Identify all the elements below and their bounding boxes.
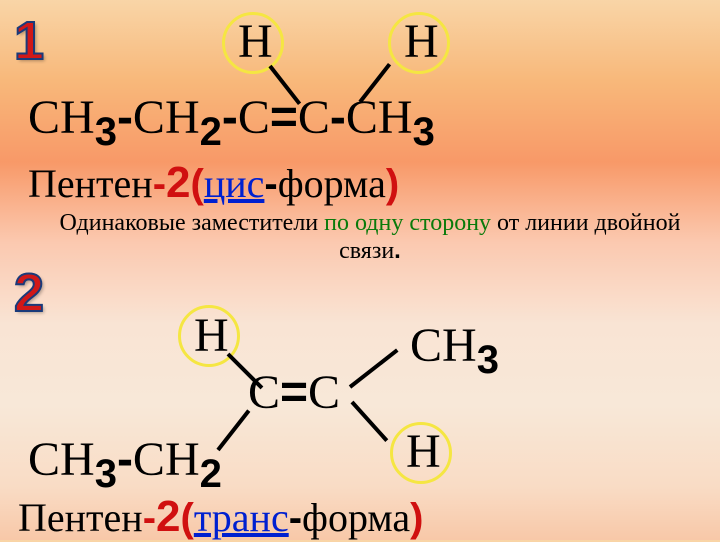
f1-ch3a-c: СН <box>28 91 95 144</box>
ch3-2-tr: СН3 <box>410 318 499 373</box>
marker-1: 1 <box>14 10 44 72</box>
f1-cright: С <box>298 91 330 144</box>
h-atom-2-tl: Н <box>194 308 229 363</box>
formula-1: СН3-СН2-С=С-СН3 <box>28 90 435 145</box>
cap1-popen: ( <box>191 162 204 206</box>
f1-eq: = <box>270 91 298 144</box>
f2-eq: = <box>280 366 308 419</box>
marker-2: 2 <box>14 262 44 324</box>
f1-dash3: - <box>330 91 346 144</box>
cap1-forma: форма <box>278 161 386 206</box>
cap2-pclose: ) <box>410 496 423 540</box>
f1-sub2: 2 <box>200 110 222 154</box>
h-atom-1-left: Н <box>238 14 273 69</box>
f1-sub3a: 3 <box>95 110 117 154</box>
f1-sub3b: 3 <box>413 110 435 154</box>
f2-ch3bl-c: СН <box>28 433 95 486</box>
f1-dash2: - <box>222 91 238 144</box>
f2-dash: - <box>117 433 133 486</box>
sub-green: по одну сторону <box>324 210 491 236</box>
cap2-penten: Пентен <box>18 495 143 540</box>
sub-period: . <box>394 237 401 264</box>
caption-1: Пентен-2(цис-форма) <box>28 158 399 208</box>
cap2-popen: ( <box>181 496 194 540</box>
f2-sub3tr: 3 <box>477 338 499 382</box>
cap2-rdash: - <box>143 496 156 540</box>
subcaption: Одинаковые заместители по одну сторону о… <box>50 210 690 265</box>
f2-sub2bl: 2 <box>200 452 222 496</box>
cap2-trans: транс <box>194 495 289 540</box>
f2-cright: С <box>308 366 340 419</box>
f1-ch2-c: СН <box>133 91 200 144</box>
sub-pre: Одинаковые заместители <box>60 210 325 236</box>
f1-cleft: С <box>238 91 270 144</box>
caption-2: Пентен-2(транс-форма) <box>18 492 423 542</box>
cap2-rnum: 2 <box>156 492 180 541</box>
f1-ch3b-c: СН <box>346 91 413 144</box>
cap1-rdash: - <box>153 162 166 206</box>
cap2-bdash: - <box>289 496 302 540</box>
f2-ch3tr-c: СН <box>410 319 477 372</box>
f2-cleft: С <box>248 366 280 419</box>
bond-2-br <box>351 401 389 442</box>
bond-2-tr <box>349 348 399 388</box>
cap1-rnum: 2 <box>166 158 190 207</box>
h-atom-2-br: Н <box>406 424 441 479</box>
cap1-bdash: - <box>264 162 277 206</box>
cap1-pclose: ) <box>386 162 399 206</box>
f2-sub3bl: 3 <box>95 452 117 496</box>
cap1-penten: Пентен <box>28 161 153 206</box>
formula-2-cc: С=С <box>248 365 340 420</box>
cap1-cis: цис <box>204 161 265 206</box>
f2-ch2bl-c: СН <box>133 433 200 486</box>
formula-2-ch3ch2: СН3-СН2 <box>28 432 222 487</box>
cap2-forma: форма <box>302 495 410 540</box>
f1-dash1: - <box>117 91 133 144</box>
h-atom-1-right: Н <box>404 14 439 69</box>
